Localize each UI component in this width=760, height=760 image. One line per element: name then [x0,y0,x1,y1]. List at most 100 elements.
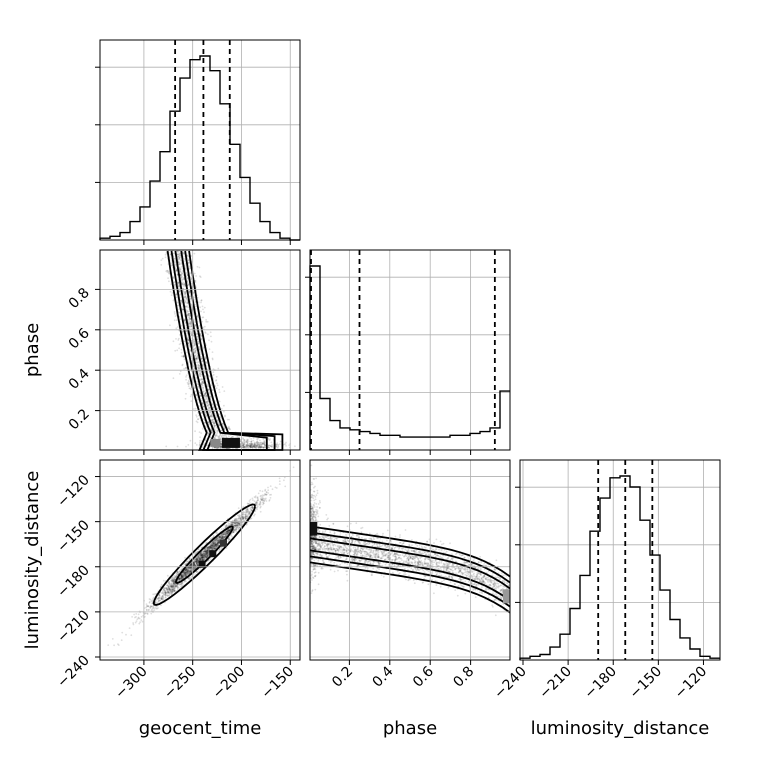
density-point [211,548,214,551]
density-point [192,408,195,410]
density-point [268,439,271,442]
density-point [224,535,227,537]
density-point [187,259,190,262]
density-point [184,571,187,574]
density-point [190,563,192,566]
density-point [168,582,170,585]
density-point [204,398,207,401]
density-point [251,506,253,509]
density-point [194,430,197,433]
density-point [196,561,199,564]
density-point [179,273,182,276]
density-point [204,332,207,334]
density-point [218,535,221,538]
density-point [166,594,169,597]
density-point [198,444,201,447]
density-point [184,291,187,294]
density-point [176,583,179,586]
density-point [201,360,203,363]
density-point [204,555,207,558]
density-point [186,568,189,571]
density-point [243,442,246,445]
density-point [212,542,215,544]
density-point [231,523,234,526]
density-point [207,550,210,552]
density-point [200,310,202,313]
density-point [206,320,209,323]
density-point [215,537,218,540]
density-point [246,507,249,510]
density-point [211,541,214,544]
density-point [193,563,196,566]
density-point [183,318,186,321]
density-point [156,607,158,610]
density-point [200,334,202,337]
density-point [262,446,265,449]
density-point [189,294,192,297]
density-point [242,516,245,519]
density-point [261,442,263,445]
density-point [202,365,204,367]
density-point [220,537,223,540]
density-point [200,394,202,397]
density-point [202,553,205,556]
density-point [213,425,216,428]
density-point [185,367,188,369]
density-point [220,440,223,443]
density-point [186,351,189,354]
density-point [183,575,185,578]
density-point [227,530,230,533]
density-point [261,490,264,493]
density-point [243,446,246,448]
density-point [168,594,170,597]
density-point [198,558,201,561]
density-point [169,253,172,256]
density-point [218,424,221,427]
density-point [189,318,191,320]
density-point [178,253,180,256]
density-point [184,572,187,575]
density-point [180,300,183,303]
density-point [258,445,260,448]
density-point [219,416,222,419]
density-point [228,538,231,541]
density-point [228,530,231,532]
density-point [204,395,207,397]
density-point [264,493,266,495]
density-point [206,549,209,552]
density-point [150,605,153,608]
density-point [203,554,205,557]
density-point [178,258,180,260]
density-point [238,522,241,525]
density-point [231,535,233,538]
density-point [195,560,198,563]
density-point [219,434,222,436]
density-point [218,435,220,438]
density-point [170,585,173,588]
density-point [260,443,263,446]
density-point [179,576,182,579]
density-point [195,562,197,564]
density-point [233,524,236,527]
density-point [172,276,175,278]
density-point [228,522,231,525]
density-point [206,548,209,551]
density-point [196,564,199,567]
density-point [183,570,186,573]
density-point [253,496,256,498]
density-point [204,551,207,554]
density-point [205,320,208,323]
density-point [220,446,222,449]
density-point [180,576,182,579]
density-point [212,546,215,549]
density-point [205,377,208,380]
density-point [260,446,263,448]
density-point [268,500,271,502]
density-point [251,505,254,508]
density-point [257,441,260,444]
density-point [170,590,173,592]
density-point [208,547,211,550]
density-point [171,585,174,588]
density-point [164,590,166,592]
density-point [171,586,174,588]
